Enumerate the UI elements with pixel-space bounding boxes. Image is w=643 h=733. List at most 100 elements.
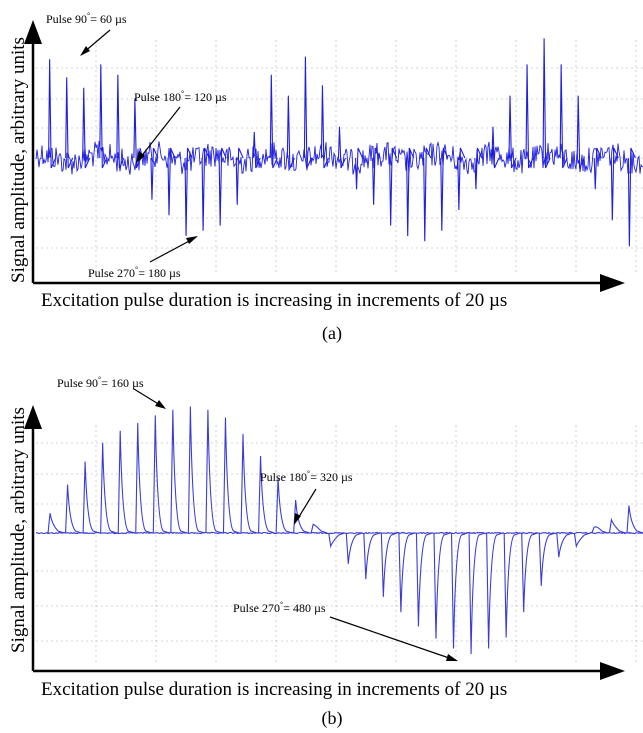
grid-b: [36, 425, 643, 665]
pulse-peak-5: [116, 74, 125, 169]
pulse-peak-5: [117, 430, 135, 534]
y-axis-label-b: Signal amplitude, arbitrary units: [8, 407, 29, 653]
pulse-peak-2: [65, 484, 82, 534]
pulse-peak-21: [398, 532, 416, 613]
pulse-peak-32: [591, 526, 609, 534]
annotation-270-b: Pulse 270°= 480 µs: [233, 600, 458, 661]
pulse-peak-9: [187, 406, 205, 534]
pulse-peak-31: [559, 64, 568, 169]
pulse-peak-13: [258, 455, 275, 534]
pulse-peak-6: [135, 422, 152, 534]
pulse-peak-14: [275, 477, 293, 534]
y-axis-label-a: Signal amplitude, arbitrary units: [8, 37, 29, 283]
pulse-peak-2: [65, 77, 74, 169]
pulse-peak-4: [100, 442, 117, 534]
x-axis-arrowhead-a: [600, 274, 625, 292]
pulse-peak-12: [240, 433, 258, 534]
pulse-peak-31: [573, 532, 591, 549]
pulse-peak-29: [525, 64, 534, 169]
signal-trace-b: [35, 406, 643, 655]
svg-text:Pulse 90°= 160 µs: Pulse 90°= 160 µs: [57, 375, 144, 390]
grid-a: [36, 40, 643, 275]
pulse-peak-16: [303, 56, 312, 169]
pulse-peak-16: [310, 523, 328, 534]
pulse-peak-25: [457, 147, 466, 211]
pulse-peak-14: [269, 74, 278, 169]
pulse-peak-15: [286, 95, 295, 169]
pulse-peak-9: [184, 147, 193, 237]
pulse-peak-11: [222, 417, 240, 534]
annotation-90-a: Pulse 90°= 60 µs: [46, 11, 127, 56]
pulse-peak-23: [433, 532, 451, 639]
pulse-peak-35: [627, 147, 636, 247]
pulse-peak-19: [355, 147, 364, 190]
pulse-peak-7: [152, 415, 170, 534]
panel-b: Signal amplitude, arbitrary units Excita…: [8, 375, 643, 729]
pulse-peak-27: [503, 532, 521, 638]
pulse-peak-4: [99, 64, 108, 169]
pulse-peak-26: [486, 532, 503, 649]
pulse-peak-24: [440, 147, 449, 231]
pulse-peak-28: [508, 95, 517, 169]
pulse-peak-8: [170, 409, 188, 534]
svg-text:Pulse 180°= 120 µs: Pulse 180°= 120 µs: [134, 89, 227, 104]
caption-a: (a): [322, 323, 342, 344]
pulse-peak-19: [363, 532, 380, 580]
signal-baseline: [35, 140, 643, 175]
pulse-peak-32: [576, 95, 585, 169]
pulse-peak-22: [415, 532, 433, 627]
pulse-peak-6: [133, 98, 142, 169]
pulse-peak-21: [389, 147, 398, 226]
pulse-peak-27: [491, 126, 500, 169]
pulse-peak-30: [542, 38, 551, 169]
x-axis-label-b: Excitation pulse duration is increasing …: [41, 679, 507, 700]
pulse-peak-33: [608, 517, 626, 534]
pulse-peak-20: [372, 147, 381, 205]
pulse-peak-10: [205, 409, 223, 534]
pulse-peak-17: [320, 85, 329, 169]
pulse-peak-22: [406, 147, 415, 237]
svg-text:Pulse 270°= 480 µs: Pulse 270°= 480 µs: [233, 600, 326, 615]
y-axis-arrowhead-a: [24, 20, 42, 44]
pulse-peak-25: [468, 532, 486, 655]
annotation-270-a: Pulse 270°= 180 µs: [88, 236, 198, 280]
pulse-peak-17: [328, 532, 345, 549]
pulse-peak-33: [593, 147, 602, 190]
annotation-180-a: Pulse 180°= 120 µs: [134, 89, 227, 163]
pulse-peak-24: [450, 532, 468, 649]
pulse-peak-3: [82, 87, 91, 169]
pulse-peak-18: [345, 532, 363, 564]
x-axis-arrowhead-b: [600, 662, 625, 680]
caption-b: (b): [322, 708, 343, 729]
panel-a: Signal amplitude, arbitrary units Excita…: [8, 11, 643, 344]
svg-text:Pulse 180°= 320 µs: Pulse 180°= 320 µs: [260, 469, 353, 484]
y-axis-arrowhead-b: [24, 405, 42, 429]
svg-text:Pulse 270°= 180 µs: Pulse 270°= 180 µs: [88, 265, 181, 280]
svg-text:Pulse 90°= 60 µs: Pulse 90°= 60 µs: [46, 11, 127, 26]
pulse-peak-11: [218, 147, 227, 226]
pulse-peak-34: [610, 147, 619, 221]
pulse-peak-15: [293, 499, 310, 534]
pulse-peak-12: [235, 147, 244, 205]
pulse-peak-10: [201, 147, 210, 231]
signal-trace-a: [35, 38, 643, 247]
pulse-peak-26: [474, 147, 483, 190]
pulse-peak-8: [167, 147, 176, 216]
annotation-90-b: Pulse 90°= 160 µs: [57, 375, 166, 409]
annotation-180-b: Pulse 180°= 320 µs: [260, 469, 353, 525]
pulse-peak-7: [150, 147, 159, 200]
pulse-peak-20: [380, 532, 398, 597]
pulse-peak-29: [538, 532, 556, 586]
pulse-peak-28: [521, 532, 538, 613]
pulse-peak-30: [556, 532, 573, 558]
signal-baseline: [35, 531, 643, 535]
pulse-peak-18: [337, 126, 347, 169]
pulse-peak-1: [47, 513, 65, 534]
pulse-peak-3: [82, 461, 100, 534]
pulse-peak-13: [252, 131, 261, 169]
pulse-peak-1: [48, 59, 57, 169]
pulse-peak-23: [423, 147, 432, 242]
x-axis-label-a: Excitation pulse duration is increasing …: [41, 290, 507, 311]
pulse-peak-34: [626, 505, 643, 534]
